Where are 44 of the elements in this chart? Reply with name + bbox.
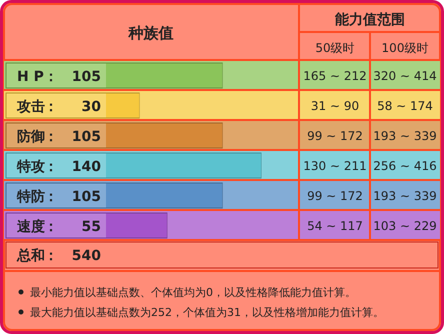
text: ： [44, 159, 58, 175]
text: 320 ~ 414 [373, 69, 437, 83]
bar [106, 184, 222, 208]
data-label: 105 [72, 69, 101, 85]
text: 193 ~ 339 [373, 129, 437, 143]
text: 31 ~ 90 [310, 99, 360, 113]
text: 50级时 [315, 41, 355, 55]
data-label: 105 [72, 129, 101, 145]
y-tick-label: H P [17, 69, 44, 85]
text: 总和 [16, 248, 45, 264]
text: ： [44, 248, 58, 264]
bar [106, 64, 222, 88]
y-tick-label: 防御 [17, 128, 45, 145]
bar [106, 94, 140, 118]
text: ： [44, 69, 58, 85]
y-tick-label: 速度 [16, 218, 45, 235]
y-tick-label: 特防 [16, 188, 45, 205]
text: 58 ~ 174 [377, 99, 433, 113]
data-label: 140 [72, 159, 102, 175]
text: 能力值范围 [335, 12, 405, 28]
text: 99 ~ 172 [307, 189, 363, 203]
text: 最小能力值以基础点数、个体值均为0，以及性格降低能力值计算。 [30, 286, 356, 299]
y-tick-label: 特攻 [16, 159, 45, 175]
text: ： [44, 129, 58, 145]
text: 100级时 [382, 41, 428, 55]
bar [106, 214, 167, 238]
text: 54 ~ 117 [307, 219, 363, 233]
text: 最大能力值以基础点数为252，个体值为31，以及性格增加能力值计算。 [30, 306, 384, 319]
text: 193 ~ 339 [373, 189, 437, 203]
data-label: 55 [82, 219, 101, 235]
text: ： [44, 99, 58, 115]
y-tick-label: 攻击 [16, 99, 45, 115]
text: 540 [72, 248, 102, 264]
data-label: 105 [72, 189, 101, 205]
text: 256 ~ 416 [373, 159, 437, 173]
text: 99 ~ 172 [307, 129, 363, 143]
text: ： [44, 219, 58, 235]
text: ： [44, 189, 58, 205]
text: 130 ~ 211 [303, 159, 367, 173]
chart-title: 种族值 [128, 24, 174, 42]
text: 165 ~ 212 [303, 69, 367, 83]
bar [106, 124, 222, 148]
text: 103 ~ 229 [373, 219, 437, 233]
data-label: 30 [82, 99, 102, 115]
